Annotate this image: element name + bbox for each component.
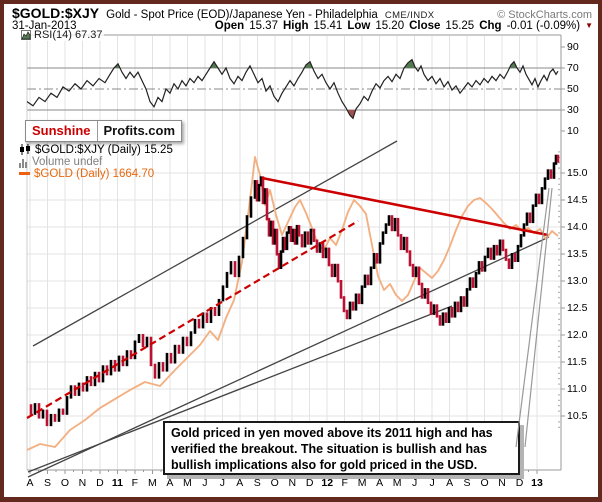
annotation-note: Gold priced in yen moved above its 2011 … bbox=[163, 421, 520, 475]
low-value: 15.20 bbox=[375, 20, 405, 32]
high-value: 15.41 bbox=[313, 20, 343, 32]
close-label: Close bbox=[409, 20, 441, 32]
legend-symbol-value: $GOLD:$XJY (Daily) 15.25 bbox=[35, 143, 173, 156]
candlestick-icon bbox=[20, 144, 30, 156]
symbol-title: $GOLD:$XJY bbox=[12, 5, 100, 21]
annotation-line: Gold priced in yen moved above its 2011 … bbox=[171, 426, 493, 440]
high-label: High bbox=[282, 20, 309, 32]
copyright-label: © StockCharts.com bbox=[497, 9, 592, 21]
close-value: 15.25 bbox=[445, 20, 475, 32]
legend-volume: Volume undef bbox=[32, 155, 103, 168]
price-legend: $GOLD:$XJY (Daily) 15.25 Volume undef $G… bbox=[19, 144, 173, 180]
annotation-line: verified the breakout. The situation is … bbox=[171, 442, 488, 456]
rsi-legend-label: RSI(14) 67.37 bbox=[34, 29, 103, 41]
change-label: Chg bbox=[479, 20, 502, 32]
chart-header: $GOLD:$XJY Gold - Spot Price (EOD)/Japan… bbox=[12, 5, 592, 21]
change-down-icon[interactable]: ▼ bbox=[585, 21, 593, 30]
exchange-label: CME/INDX bbox=[384, 10, 435, 21]
annotation-line: bullish implications also for gold price… bbox=[171, 458, 478, 472]
rsi-area-icon bbox=[21, 30, 31, 40]
symbol-description: Gold - Spot Price (EOD)/Japanese Yen - P… bbox=[106, 9, 378, 21]
open-value: 15.37 bbox=[249, 20, 278, 32]
open-label: Open bbox=[214, 20, 245, 32]
sunshine-profits-logo[interactable]: Sunshine Profits.com bbox=[25, 120, 183, 142]
logo-part-sunshine: Sunshine bbox=[32, 123, 91, 138]
legend-gold-overlay: $GOLD (Daily) 1664.70 bbox=[34, 167, 155, 180]
quote-row: 31-Jan-2013 Open 15.37 High 15.41 Low 15… bbox=[12, 20, 593, 32]
volume-bars-icon bbox=[19, 156, 28, 168]
gold-line-icon bbox=[19, 172, 30, 176]
rsi-legend: RSI(14) 67.37 bbox=[19, 29, 105, 41]
low-label: Low bbox=[347, 20, 371, 32]
logo-part-profits: Profits.com bbox=[96, 121, 182, 141]
ohlc-summary: Open 15.37 High 15.41 Low 15.20 Close 15… bbox=[215, 20, 593, 32]
change-value: -0.01 (-0.09%) bbox=[506, 20, 581, 32]
